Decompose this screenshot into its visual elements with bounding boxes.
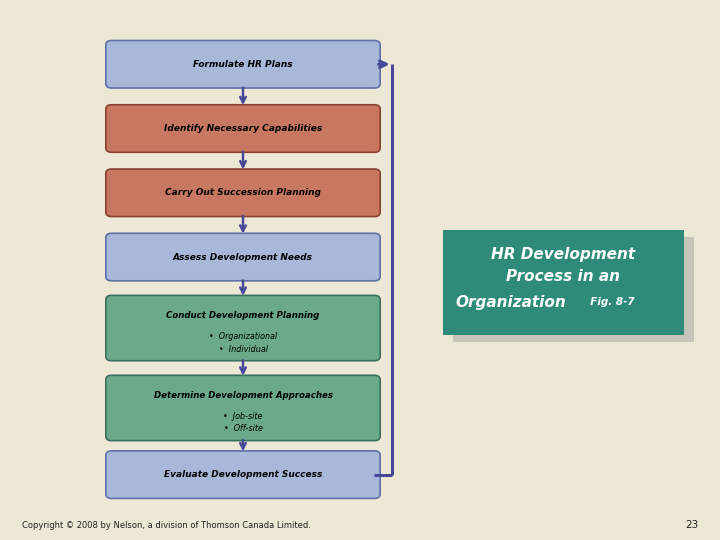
Text: •  Off-site: • Off-site	[224, 424, 262, 434]
Text: Identify Necessary Capabilities: Identify Necessary Capabilities	[164, 124, 322, 133]
Text: Copyright © 2008 by Nelson, a division of Thomson Canada Limited.: Copyright © 2008 by Nelson, a division o…	[22, 521, 310, 530]
Text: Organization: Organization	[456, 295, 567, 309]
Text: Fig. 8-7: Fig. 8-7	[583, 297, 635, 307]
Text: HR Development: HR Development	[491, 247, 636, 261]
FancyBboxPatch shape	[106, 105, 380, 152]
FancyBboxPatch shape	[453, 237, 694, 342]
Text: 23: 23	[685, 520, 698, 530]
FancyBboxPatch shape	[106, 169, 380, 217]
Text: Conduct Development Planning: Conduct Development Planning	[166, 311, 320, 320]
FancyBboxPatch shape	[106, 375, 380, 441]
Text: Evaluate Development Success: Evaluate Development Success	[164, 470, 322, 479]
Text: Process in an: Process in an	[506, 269, 621, 284]
Text: Determine Development Approaches: Determine Development Approaches	[153, 391, 333, 400]
Text: Carry Out Succession Planning: Carry Out Succession Planning	[165, 188, 321, 197]
FancyBboxPatch shape	[106, 40, 380, 88]
Text: Formulate HR Plans: Formulate HR Plans	[193, 60, 293, 69]
Text: •  Individual: • Individual	[218, 345, 268, 354]
FancyBboxPatch shape	[106, 233, 380, 281]
Text: •  Organizational: • Organizational	[209, 332, 277, 341]
FancyBboxPatch shape	[443, 230, 684, 335]
Text: Assess Development Needs: Assess Development Needs	[173, 253, 313, 261]
Text: •  Job-site: • Job-site	[223, 412, 263, 421]
FancyBboxPatch shape	[106, 451, 380, 498]
FancyBboxPatch shape	[106, 295, 380, 361]
